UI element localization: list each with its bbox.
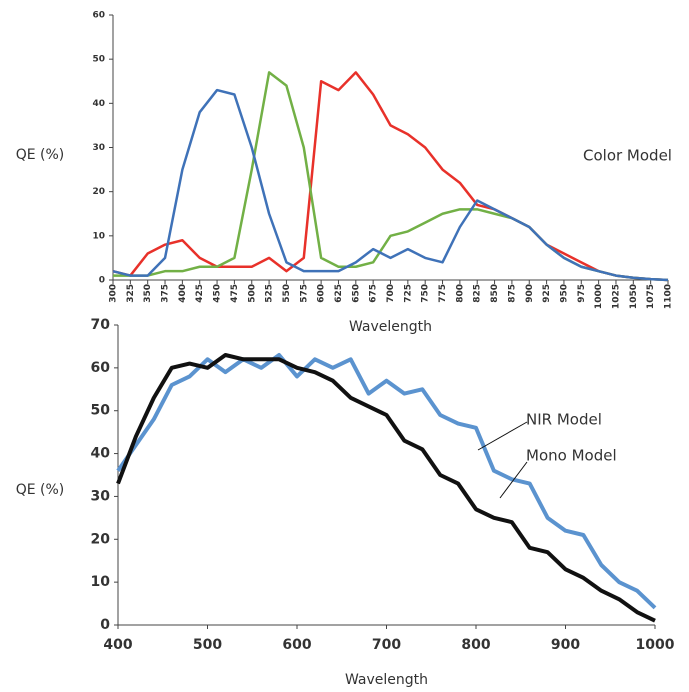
x-tick-label: 1000 bbox=[636, 637, 675, 653]
y-tick-label: 40 bbox=[92, 99, 105, 109]
x-tick-label: 975 bbox=[577, 284, 587, 303]
x-axis-label: Wavelength bbox=[349, 319, 432, 335]
x-tick-label: 1050 bbox=[629, 284, 639, 309]
x-tick-label: 500 bbox=[247, 284, 257, 303]
x-tick-label: 625 bbox=[334, 284, 344, 303]
x-tick-label: 675 bbox=[369, 284, 379, 303]
y-axis-label: QE (%) bbox=[16, 147, 65, 163]
line-series bbox=[112, 71, 669, 282]
x-tick-label: 500 bbox=[193, 637, 222, 653]
x-tick-label: 925 bbox=[542, 284, 552, 303]
x-tick-label: 650 bbox=[351, 284, 361, 303]
y-tick-label: 20 bbox=[92, 187, 105, 197]
x-tick-label: 900 bbox=[551, 637, 580, 653]
legend-label: Mono Model bbox=[526, 447, 617, 465]
y-tick-label: 20 bbox=[91, 531, 111, 547]
x-tick-label: 600 bbox=[317, 284, 327, 303]
line-series bbox=[112, 88, 669, 282]
x-tick-label: 575 bbox=[299, 284, 309, 303]
x-tick-label: 725 bbox=[403, 284, 413, 303]
x-tick-label: 550 bbox=[282, 284, 292, 303]
x-tick-label: 400 bbox=[178, 284, 188, 303]
x-tick-label: 350 bbox=[143, 284, 153, 303]
y-tick-label: 30 bbox=[91, 488, 111, 504]
line-series bbox=[113, 71, 669, 282]
legend-label: NIR Model bbox=[526, 411, 602, 429]
y-tick-label: 10 bbox=[91, 574, 111, 590]
x-tick-label: 825 bbox=[473, 284, 483, 303]
leader-line bbox=[477, 421, 528, 451]
x-tick-label: 875 bbox=[507, 284, 517, 303]
x-tick-label: 375 bbox=[161, 284, 171, 303]
x-tick-label: 1075 bbox=[646, 284, 656, 309]
x-tick-label: 775 bbox=[438, 284, 448, 303]
x-tick-label: 300 bbox=[109, 284, 119, 303]
y-tick-label: 30 bbox=[92, 143, 105, 153]
x-tick-label: 600 bbox=[282, 637, 311, 653]
x-tick-label: 800 bbox=[461, 637, 490, 653]
line-series bbox=[116, 353, 657, 610]
x-tick-label: 700 bbox=[372, 637, 401, 653]
x-tick-label: 1000 bbox=[594, 284, 604, 309]
x-tick-label: 325 bbox=[126, 284, 136, 303]
line-series bbox=[116, 353, 656, 623]
leader-line bbox=[499, 461, 528, 499]
y-tick-label: 50 bbox=[91, 403, 111, 419]
x-tick-label: 475 bbox=[230, 284, 240, 303]
x-tick-label: 400 bbox=[103, 637, 132, 653]
x-tick-label: 1100 bbox=[664, 284, 674, 309]
x-tick-label: 800 bbox=[455, 284, 465, 303]
x-tick-label: 950 bbox=[559, 284, 569, 303]
annotation: Color Model bbox=[583, 147, 672, 165]
y-tick-label: 70 bbox=[91, 317, 111, 333]
x-axis-label: Wavelength bbox=[345, 672, 428, 688]
y-tick-label: 60 bbox=[91, 360, 111, 376]
x-tick-label: 425 bbox=[195, 284, 205, 303]
x-tick-label: 525 bbox=[265, 284, 275, 303]
y-axis-label: QE (%) bbox=[16, 482, 65, 498]
x-tick-label: 450 bbox=[213, 284, 223, 303]
y-tick-label: 0 bbox=[99, 276, 105, 286]
y-tick-label: 40 bbox=[91, 446, 111, 462]
x-tick-label: 750 bbox=[421, 284, 431, 303]
x-tick-label: 900 bbox=[525, 284, 535, 303]
x-tick-label: 1025 bbox=[611, 284, 621, 309]
y-tick-label: 50 bbox=[92, 55, 105, 65]
y-tick-label: 60 bbox=[92, 11, 105, 21]
x-tick-label: 700 bbox=[386, 284, 396, 303]
x-tick-label: 850 bbox=[490, 284, 500, 303]
y-tick-label: 0 bbox=[100, 617, 110, 633]
y-tick-label: 10 bbox=[92, 231, 105, 241]
